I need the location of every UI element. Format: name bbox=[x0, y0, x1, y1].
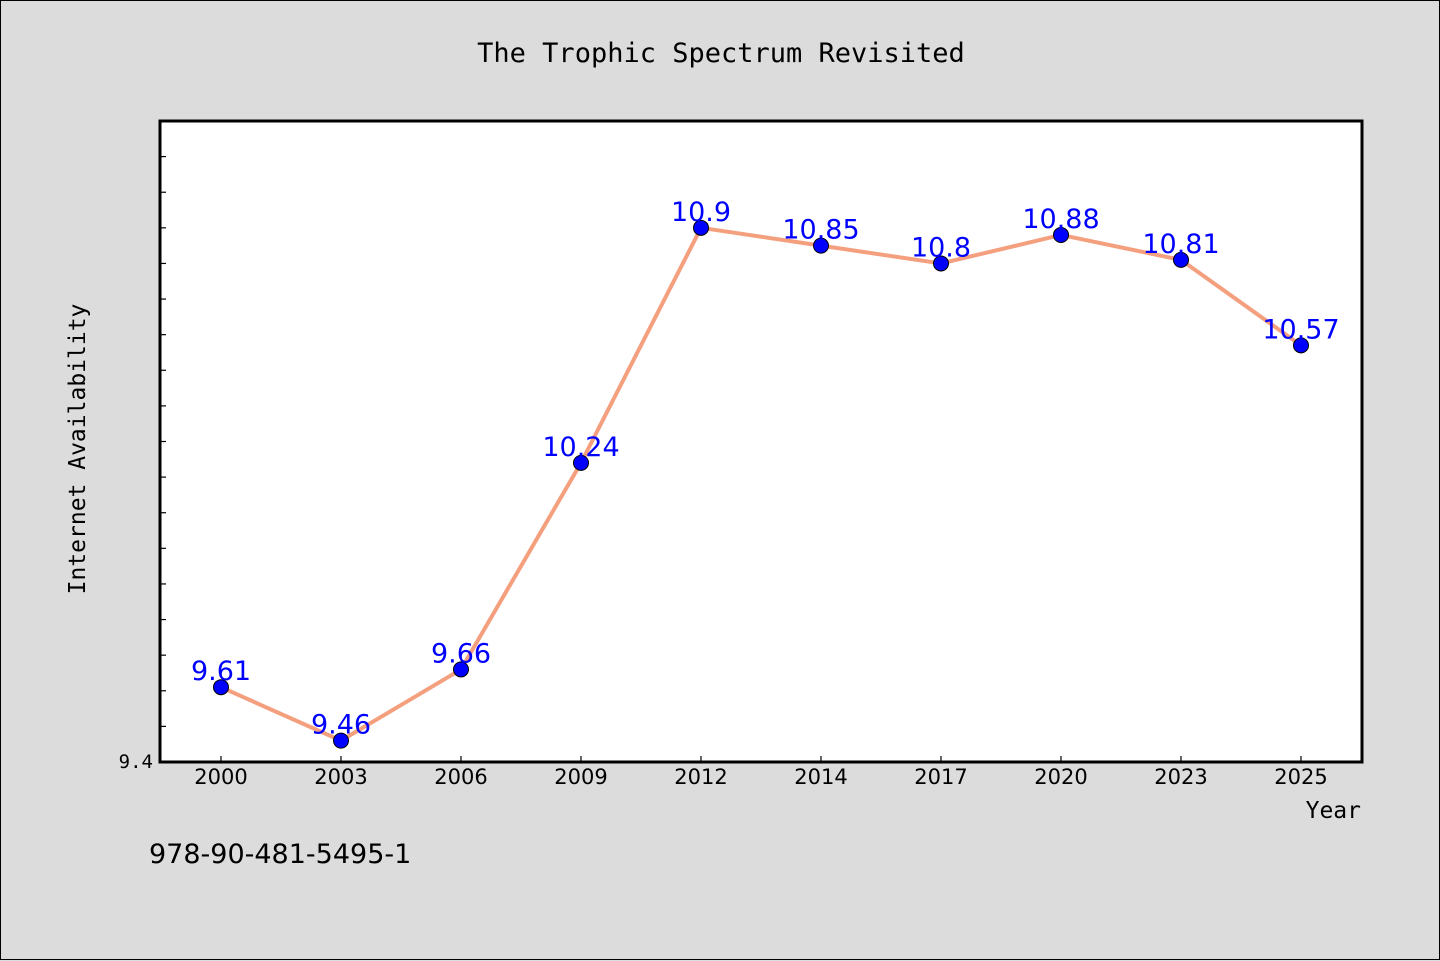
isbn-label: 978-90-481-5495-1 bbox=[149, 839, 411, 870]
data-point bbox=[1173, 251, 1189, 268]
x-tick-label: 2014 bbox=[794, 765, 847, 789]
data-label: 9.66 bbox=[431, 638, 491, 669]
data-label: 10.88 bbox=[1022, 204, 1099, 235]
plot-area bbox=[158, 119, 1364, 764]
x-tick-label: 2017 bbox=[914, 765, 967, 789]
x-axis-ticks bbox=[220, 756, 1302, 762]
data-point bbox=[1053, 226, 1069, 243]
data-point bbox=[933, 255, 949, 272]
series-line bbox=[220, 225, 1303, 743]
data-label: 10.57 bbox=[1262, 314, 1339, 345]
data-point bbox=[573, 454, 589, 471]
x-tick-label: 2003 bbox=[314, 765, 367, 789]
data-point bbox=[813, 237, 829, 254]
data-label: 10.81 bbox=[1142, 229, 1219, 260]
data-point bbox=[1293, 337, 1309, 354]
x-axis-label: Year bbox=[1306, 798, 1361, 824]
x-axis-tick-labels: 2000 2003 2006 2009 2012 2014 2017 2020 2023 2025 bbox=[194, 765, 1327, 789]
data-point bbox=[453, 661, 469, 678]
data-label: 10.24 bbox=[542, 432, 619, 463]
x-tick-label: 2025 bbox=[1274, 765, 1327, 789]
y-axis-label: Internet Availability bbox=[65, 304, 91, 595]
data-label: 9.46 bbox=[311, 710, 371, 741]
data-point bbox=[213, 679, 229, 696]
x-tick-label: 2000 bbox=[194, 765, 247, 789]
x-tick-label: 2006 bbox=[434, 765, 487, 789]
data-label: 9.61 bbox=[191, 656, 251, 687]
data-label: 10.9 bbox=[671, 197, 731, 228]
y-axis-ticks bbox=[160, 120, 166, 763]
series-line-group: 9.61 9.46 9.66 10.24 10.9 10.85 10.8 10.88 10.81… bbox=[191, 197, 1340, 749]
data-point bbox=[333, 732, 349, 749]
y-tick-label: 9.4 bbox=[119, 751, 153, 773]
x-tick-label: 2020 bbox=[1034, 765, 1087, 789]
x-tick-label: 2012 bbox=[674, 765, 727, 789]
data-label: 10.85 bbox=[782, 215, 859, 246]
x-tick-label: 2009 bbox=[554, 765, 607, 789]
x-tick-label: 2023 bbox=[1154, 765, 1207, 789]
data-point bbox=[693, 219, 709, 236]
data-label: 10.8 bbox=[911, 232, 971, 263]
chart-title: The Trophic Spectrum Revisited bbox=[477, 38, 965, 69]
